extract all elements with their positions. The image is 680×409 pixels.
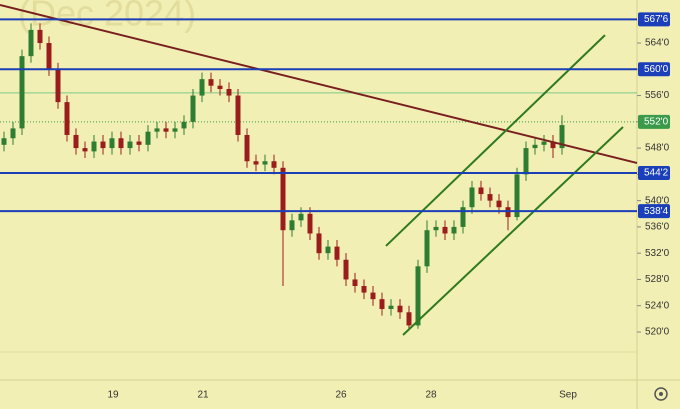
candle-body (127, 141, 133, 149)
y-tick-label: 536'0 (645, 222, 670, 233)
candle-body (10, 128, 16, 139)
candle-body (154, 128, 160, 132)
candle-body (280, 167, 286, 231)
y-tick-label: 520'0 (645, 327, 670, 338)
candle-body (1, 138, 7, 145)
last-price-label: 552'0 (644, 116, 669, 127)
candle-body (460, 207, 466, 227)
candle-body (28, 29, 34, 57)
candle-body (352, 279, 358, 287)
candle-body (262, 161, 268, 165)
y-tick-label: 548'0 (645, 143, 670, 154)
candle-body (181, 121, 187, 129)
level-tag (638, 166, 670, 181)
candle-body (208, 79, 214, 86)
candle-body (316, 233, 322, 254)
x-tick-label: 19 (107, 390, 119, 401)
x-tick-label: Sep (559, 390, 577, 401)
y-tick-label: 556'0 (645, 90, 670, 101)
level-label: 538'4 (644, 206, 669, 217)
candle-body (64, 102, 70, 135)
candle-body (397, 305, 403, 313)
candle-body (100, 141, 106, 149)
candle-body (523, 148, 529, 175)
candle-body (370, 292, 376, 300)
level-label: 544'2 (644, 168, 669, 179)
candle-body (478, 187, 484, 195)
y-tick-label: 528'0 (645, 274, 670, 285)
candle-body (451, 226, 457, 234)
candle-body (163, 128, 169, 132)
candle-body (172, 128, 178, 132)
level-tag (638, 62, 670, 77)
x-axis-band (0, 380, 680, 409)
candle-body (253, 161, 259, 165)
candle-body (559, 125, 565, 149)
y-tick-label: 540'0 (645, 195, 670, 206)
candle-body (334, 246, 340, 260)
candle-body (136, 141, 142, 145)
candle-body (361, 286, 367, 293)
candle-body (496, 200, 502, 208)
candle-body (82, 148, 88, 152)
trend-line (0, 4, 638, 164)
candle-body (145, 131, 151, 145)
x-tick-label: 26 (335, 390, 347, 401)
y-tick-label: 524'0 (645, 300, 670, 311)
candle-body (271, 161, 277, 168)
candle-body (217, 85, 223, 89)
trend-line (402, 126, 624, 336)
candle-body (190, 95, 196, 122)
level-tag (638, 12, 670, 27)
candle-body (469, 187, 475, 208)
x-tick-label: 21 (197, 390, 209, 401)
candle-body (532, 144, 538, 149)
last-price-tag (638, 114, 670, 129)
candle-body (109, 138, 115, 149)
candle-body (235, 95, 241, 135)
x-tick-label: 28 (425, 390, 437, 401)
candle-body (388, 305, 394, 310)
candle-body (19, 56, 25, 129)
candle-body (91, 141, 97, 152)
candle-body (325, 246, 331, 254)
candle-body (442, 226, 448, 234)
candle-body (73, 134, 79, 149)
candle-body (298, 213, 304, 221)
candle-body (46, 43, 52, 70)
candle-body (541, 141, 547, 145)
candle-body (307, 213, 313, 234)
candle-body (199, 79, 205, 96)
candle-body (343, 259, 349, 280)
level-label: 560'0 (644, 64, 669, 75)
candle-body (487, 194, 493, 201)
candle-body (289, 220, 295, 231)
candle-body (379, 299, 385, 310)
candle-body (406, 312, 412, 326)
candle-body (244, 134, 250, 162)
candle-body (550, 141, 556, 149)
level-tag (638, 204, 670, 219)
candle-body (226, 88, 232, 96)
y-tick-label: 532'0 (645, 248, 670, 259)
candle-body (433, 226, 439, 231)
level-label: 567'6 (644, 14, 669, 25)
candle-body (424, 230, 430, 267)
candle-body (415, 266, 421, 326)
candle-body (37, 29, 43, 44)
settings-icon[interactable] (654, 387, 668, 401)
candle-body (55, 69, 61, 103)
y-tick-label: 564'0 (645, 38, 670, 49)
candle-body (514, 174, 520, 218)
candle-body (118, 138, 124, 149)
